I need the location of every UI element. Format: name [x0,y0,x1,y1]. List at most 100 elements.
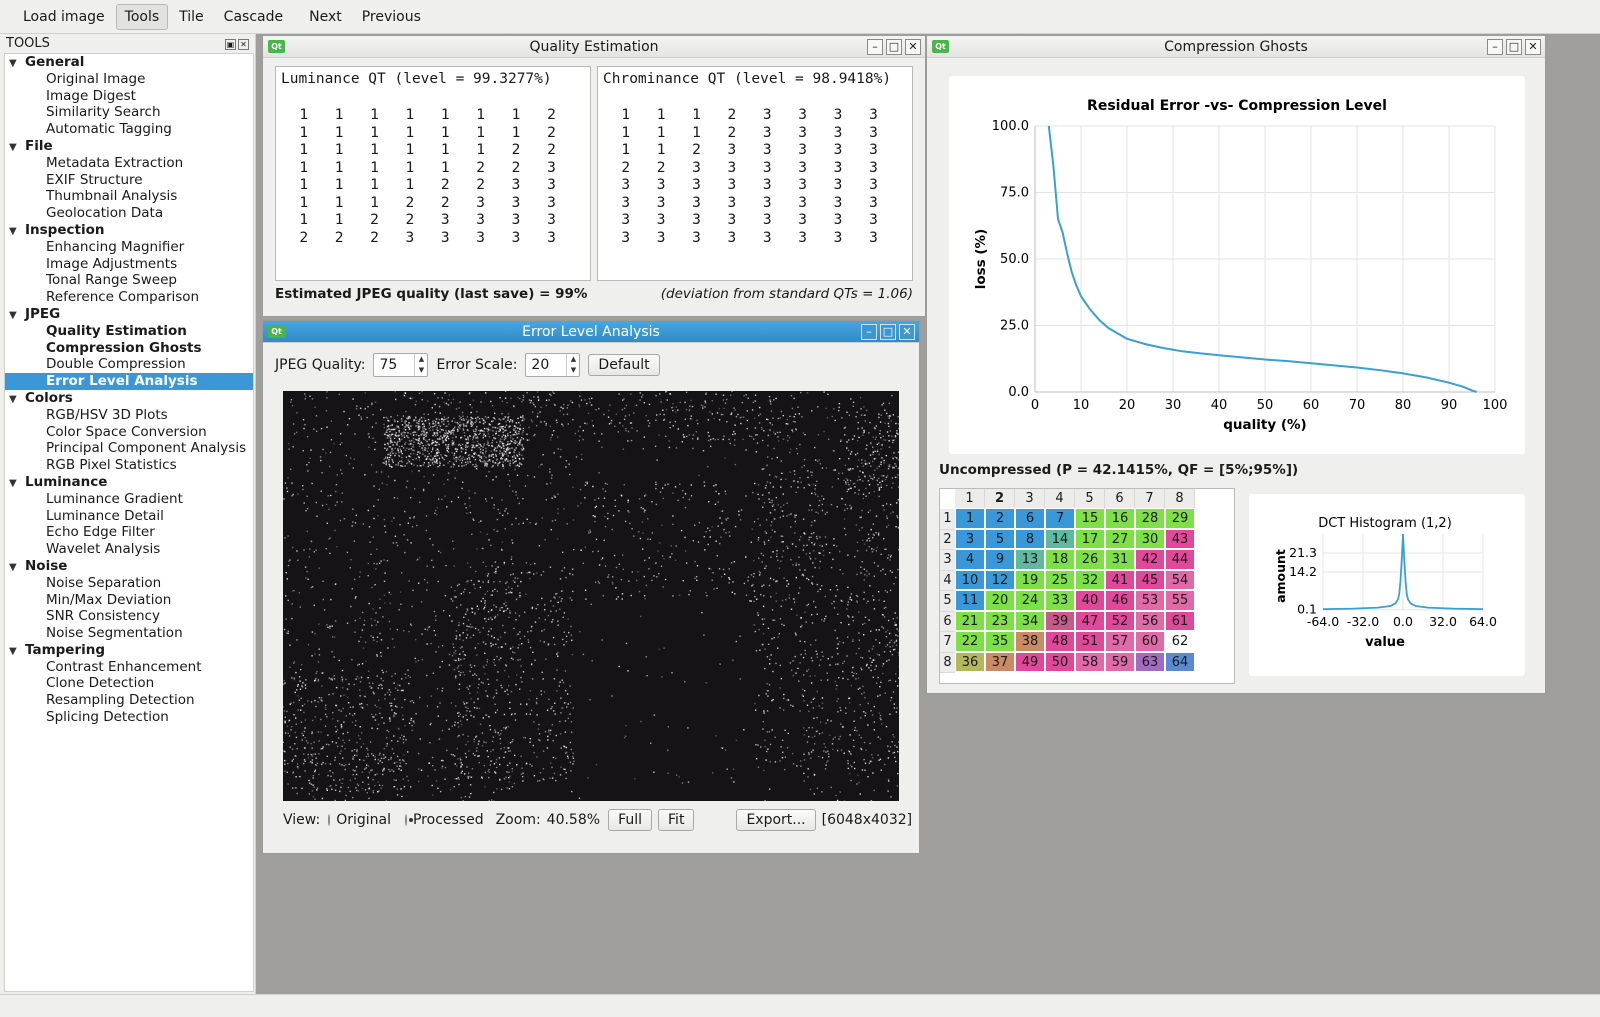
dct-cell[interactable]: 64 [1166,652,1195,672]
dct-cell[interactable]: 6 [1016,509,1045,529]
tool-item[interactable]: RGB/HSV 3D Plots [46,406,168,423]
dct-cell[interactable]: 3 [956,529,985,549]
tool-item[interactable]: Noise Segmentation [46,625,183,642]
dct-cell[interactable]: 36 [956,652,985,672]
dct-cell[interactable]: 61 [1166,611,1195,631]
tool-item[interactable]: Contrast Enhancement [46,658,202,675]
tool-item[interactable]: Luminance Detail [46,507,164,524]
tool-item[interactable]: Min/Max Deviation [46,591,172,608]
dct-cell[interactable]: 41 [1106,570,1135,590]
dct-cell[interactable]: 56 [1136,611,1165,631]
original-radio-label[interactable]: Original [336,812,391,828]
tool-item[interactable]: Image Adjustments [46,255,178,272]
dct-row-header[interactable]: 6 [940,611,955,632]
tool-item[interactable]: Automatic Tagging [46,121,172,138]
dct-cell[interactable]: 62 [1166,632,1195,652]
dct-cell[interactable]: 12 [986,570,1015,590]
tool-category-inspection[interactable]: ▼ Inspection [5,222,253,239]
dct-cell[interactable]: 35 [986,632,1015,652]
export-button[interactable]: Export... [736,809,816,831]
dct-cell[interactable]: 4 [956,550,985,570]
processed-radio-label[interactable]: Processed [412,812,484,828]
dct-column-header[interactable]: 6 [1105,489,1135,508]
dct-cell[interactable]: 49 [1016,652,1045,672]
processed-radio[interactable] [404,814,413,826]
dct-cell[interactable]: 2 [986,509,1015,529]
tool-item[interactable]: Original Image [46,70,146,87]
dct-cell[interactable]: 54 [1166,570,1195,590]
expand-arrow-icon[interactable]: ▼ [9,561,17,573]
compression-ghosts-titlebar[interactable]: Qt Compression Ghosts – □ ✕ [927,36,1545,58]
tool-item[interactable]: Echo Edge Filter [46,524,155,541]
tool-category-colors[interactable]: ▼ Colors [5,390,253,407]
tool-item[interactable]: Image Digest [46,87,136,104]
dct-cell[interactable]: 34 [1016,611,1045,631]
dct-row-header[interactable]: 2 [940,529,955,550]
dct-cell[interactable]: 40 [1076,591,1105,611]
dct-cell[interactable]: 22 [956,632,985,652]
dct-cell[interactable]: 46 [1106,591,1135,611]
jpeg-quality-value[interactable]: 75 [379,357,398,373]
dct-cell[interactable]: 11 [956,591,985,611]
tool-item[interactable]: Geolocation Data [46,205,164,222]
dct-coefficient-table[interactable]: 1 2 3 4 5 6 7 8 1 1 2 6 7 15 16 28 29 2 3 5 8 14 17 27 30 43 3 4 9 13… [939,488,1235,684]
tool-item[interactable]: Color Space Conversion [46,423,207,440]
tool-item[interactable]: Similarity Search [46,104,161,121]
tool-item[interactable]: Principal Component Analysis [46,440,247,457]
dct-cell[interactable]: 58 [1076,652,1105,672]
dct-cell[interactable]: 5 [986,529,1015,549]
cascade-button[interactable]: Cascade [223,8,284,25]
tool-item[interactable]: Clone Detection [46,675,155,692]
expand-arrow-icon[interactable]: ▼ [9,645,17,657]
dct-cell[interactable]: 23 [986,611,1015,631]
original-radio[interactable] [328,814,331,826]
dct-cell[interactable]: 43 [1166,529,1195,549]
dct-cell[interactable]: 13 [1016,550,1045,570]
close-panel-icon[interactable]: ✕ [238,38,249,50]
tool-item[interactable]: Thumbnail Analysis [46,188,178,205]
close-icon[interactable]: ✕ [905,39,921,55]
dct-row-header[interactable]: 4 [940,570,955,591]
dct-cell[interactable]: 1 [956,509,985,529]
dct-column-header[interactable]: 5 [1075,489,1105,508]
dct-cell[interactable]: 10 [956,570,985,590]
expand-arrow-icon[interactable]: ▼ [9,393,17,405]
tool-item[interactable]: Resampling Detection [46,692,195,709]
dct-cell[interactable]: 50 [1046,652,1075,672]
tool-item[interactable]: Double Compression [46,356,186,373]
tool-item[interactable]: EXIF Structure [46,171,143,188]
ela-titlebar[interactable]: Qt Error Level Analysis – □ ✕ [263,321,919,343]
dct-cell[interactable]: 27 [1106,529,1135,549]
maximize-icon[interactable]: □ [886,39,902,55]
dct-row-header[interactable]: 3 [940,550,955,571]
dct-cell[interactable]: 24 [1016,591,1045,611]
dct-cell[interactable]: 52 [1106,611,1135,631]
close-icon[interactable]: ✕ [1525,39,1541,55]
tool-item[interactable]: Error Level Analysis [5,373,253,390]
tools-button[interactable]: Tools [115,3,169,30]
dct-row-header[interactable]: 1 [940,509,955,530]
dct-cell[interactable]: 55 [1166,591,1195,611]
spin-arrows-icon[interactable]: ▲ ▼ [566,354,579,376]
tool-category-noise[interactable]: ▼ Noise [5,558,253,575]
tool-item[interactable]: Metadata Extraction [46,154,184,171]
error-scale-value[interactable]: 20 [531,357,550,373]
tool-item[interactable]: Enhancing Magnifier [46,238,185,255]
tool-item[interactable]: Compression Ghosts [46,339,202,356]
dct-cell[interactable]: 51 [1076,632,1105,652]
jpeg-quality-spinbox[interactable]: 75 ▲ ▼ [373,353,429,377]
dct-cell[interactable]: 37 [986,652,1015,672]
dct-cell[interactable]: 9 [986,550,1015,570]
dct-column-header[interactable]: 2 [985,489,1015,508]
maximize-icon[interactable]: □ [1506,39,1522,55]
dct-cell[interactable]: 7 [1046,509,1075,529]
tool-category-tampering[interactable]: ▼ Tampering [5,642,253,659]
ela-image-viewer[interactable] [283,391,899,801]
dct-cell[interactable]: 29 [1166,509,1195,529]
tool-item[interactable]: Reference Comparison [46,289,200,306]
tool-item[interactable]: Wavelet Analysis [46,541,161,558]
dct-cell[interactable]: 14 [1046,529,1075,549]
dct-cell[interactable]: 33 [1046,591,1075,611]
dct-cell[interactable]: 8 [1016,529,1045,549]
dct-cell[interactable]: 47 [1076,611,1105,631]
